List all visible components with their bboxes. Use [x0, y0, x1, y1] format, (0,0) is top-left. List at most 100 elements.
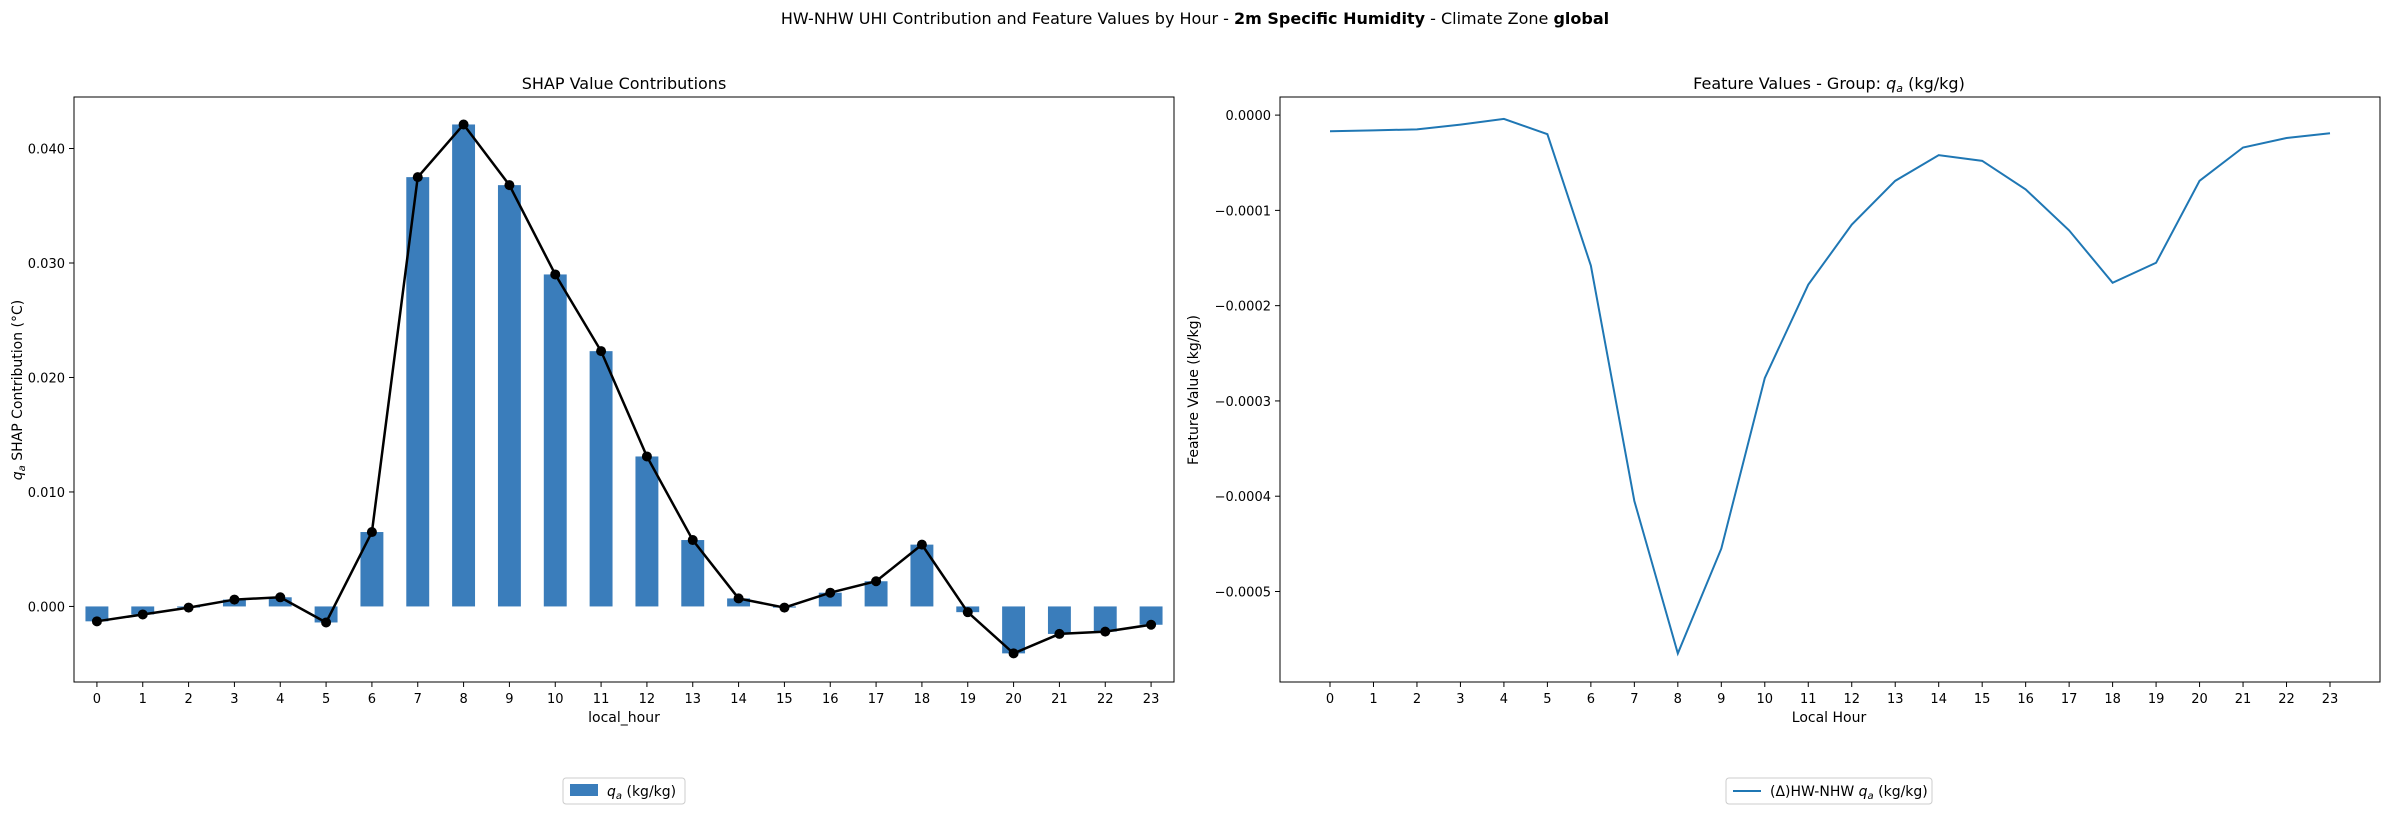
feature-ylabel: Feature Value (kg/kg) [1186, 315, 1202, 465]
feature-title-sub: a [1896, 82, 1903, 95]
shap-xtick-label: 7 [414, 692, 422, 707]
shap-bar [910, 544, 934, 607]
shap-panel: SHAP Value Contributions 0 1 2 3 4 5 6 7 8 9 10 11 1… [10, 74, 1175, 805]
shap-point [1100, 626, 1111, 637]
shap-xtick-label: 5 [322, 692, 330, 707]
shap-bar [589, 351, 613, 607]
feature-xtick-label: 11 [1800, 692, 1817, 707]
feature-legend-sub: a [1868, 791, 1874, 802]
feature-title-symbol: q [1886, 74, 1896, 93]
feature-xtick-label: 16 [2017, 692, 2034, 707]
shap-point [504, 180, 515, 191]
shap-xtick-label: 21 [1051, 692, 1068, 707]
shap-point [596, 346, 607, 357]
shap-point [962, 607, 973, 618]
suptitle-variable: 2m Specific Humidity [1234, 9, 1426, 28]
shap-xtick-label: 16 [822, 692, 839, 707]
shap-bar [543, 274, 567, 607]
shap-point [183, 602, 194, 613]
feature-xtick-label: 6 [1587, 692, 1595, 707]
shap-bar [635, 456, 659, 607]
shap-legend-rest: (kg/kg) [622, 784, 676, 800]
feature-ytick-label: −0.0004 [1215, 490, 1271, 505]
shap-bar [406, 177, 430, 607]
shap-xtick-label: 9 [505, 692, 513, 707]
feature-title-rest: (kg/kg) [1903, 74, 1965, 93]
feature-title-prefix: Feature Values - Group: [1693, 74, 1886, 93]
shap-legend-label: qa (kg/kg) [607, 784, 676, 802]
shap-point [733, 593, 744, 604]
shap-point [321, 617, 332, 628]
feature-xtick-label: 23 [2322, 692, 2339, 707]
shap-xlabel: local_hour [588, 710, 660, 726]
feature-xtick-label: 10 [1757, 692, 1774, 707]
shap-xtick-label: 11 [593, 692, 610, 707]
feature-legend-label: (Δ)HW-NHW qa (kg/kg) [1770, 784, 1928, 802]
feature-xtick-label: 17 [2061, 692, 2078, 707]
shap-ytick-label: 0.030 [28, 257, 65, 272]
shap-xtick-label: 8 [459, 692, 467, 707]
feature-plot-area: 0 1 2 3 4 5 6 7 8 9 10 11 12 13 14 15 16 17 18 19 20 21 22 230.… [1215, 109, 2339, 707]
feature-xtick-label: 3 [1456, 692, 1464, 707]
shap-point [871, 576, 882, 587]
feature-title: Feature Values - Group: qa (kg/kg) [1693, 74, 1965, 95]
feature-xtick-label: 1 [1369, 692, 1377, 707]
shap-xtick-label: 0 [93, 692, 101, 707]
shap-bar [1139, 606, 1163, 625]
feature-xtick-label: 8 [1674, 692, 1682, 707]
shap-bar [1093, 606, 1117, 632]
feature-axes-frame [1279, 96, 2381, 683]
feature-xtick-label: 20 [2191, 692, 2208, 707]
feature-xtick-label: 19 [2148, 692, 2165, 707]
shap-bar [864, 581, 888, 607]
shap-xtick-label: 20 [1005, 692, 1022, 707]
feature-xtick-label: 22 [2278, 692, 2295, 707]
shap-xtick-label: 10 [547, 692, 564, 707]
suptitle-middle: - Climate Zone [1425, 9, 1553, 28]
feature-xtick-label: 15 [1974, 692, 1991, 707]
shap-xtick-label: 1 [139, 692, 147, 707]
feature-xtick-label: 5 [1543, 692, 1551, 707]
shap-point [1054, 628, 1065, 639]
feature-line [1329, 117, 2331, 657]
shap-xtick-label: 12 [639, 692, 656, 707]
shap-ylabel: qa SHAP Contribution (°C) [10, 300, 28, 480]
shap-xtick-label: 2 [184, 692, 192, 707]
feature-xtick-label: 14 [1930, 692, 1947, 707]
shap-point [91, 616, 102, 627]
feature-xtick-label: 2 [1413, 692, 1421, 707]
shap-ylabel-rest: SHAP Contribution (°C) [10, 300, 26, 465]
suptitle-prefix: HW-NHW UHI Contribution and Feature Valu… [781, 9, 1234, 28]
shap-point [275, 592, 286, 603]
feature-xtick-label: 4 [1500, 692, 1508, 707]
shap-point [458, 119, 469, 130]
figure-suptitle: HW-NHW UHI Contribution and Feature Valu… [781, 9, 1609, 28]
feature-xtick-label: 12 [1843, 692, 1860, 707]
shap-axes-frame [73, 96, 1175, 683]
shap-title: SHAP Value Contributions [522, 74, 727, 93]
shap-xtick-label: 3 [230, 692, 238, 707]
shap-point [1008, 648, 1019, 659]
shap-xtick-label: 13 [684, 692, 701, 707]
feature-xtick-label: 13 [1887, 692, 1904, 707]
shap-xtick-label: 18 [914, 692, 931, 707]
shap-xtick-label: 17 [868, 692, 885, 707]
shap-bar [681, 540, 705, 607]
feature-xtick-label: 21 [2235, 692, 2252, 707]
feature-xtick-label: 7 [1630, 692, 1638, 707]
shap-point [550, 269, 561, 280]
shap-xtick-label: 4 [276, 692, 284, 707]
feature-ytick-label: −0.0001 [1215, 204, 1271, 219]
shap-point [412, 172, 423, 183]
feature-legend-rest: (kg/kg) [1874, 784, 1928, 800]
shap-point [229, 594, 240, 605]
shap-xtick-label: 6 [368, 692, 376, 707]
feature-legend-box [1725, 777, 1933, 805]
shap-plot-area: 0 1 2 3 4 5 6 7 8 9 10 11 12 13 14 15 16 17 18 19 20 21 22 230.… [28, 119, 1163, 707]
feature-legend-symbol: q [1859, 784, 1868, 800]
feature-xtick-label: 0 [1326, 692, 1334, 707]
shap-bar [497, 185, 521, 607]
shap-bar [818, 592, 842, 607]
